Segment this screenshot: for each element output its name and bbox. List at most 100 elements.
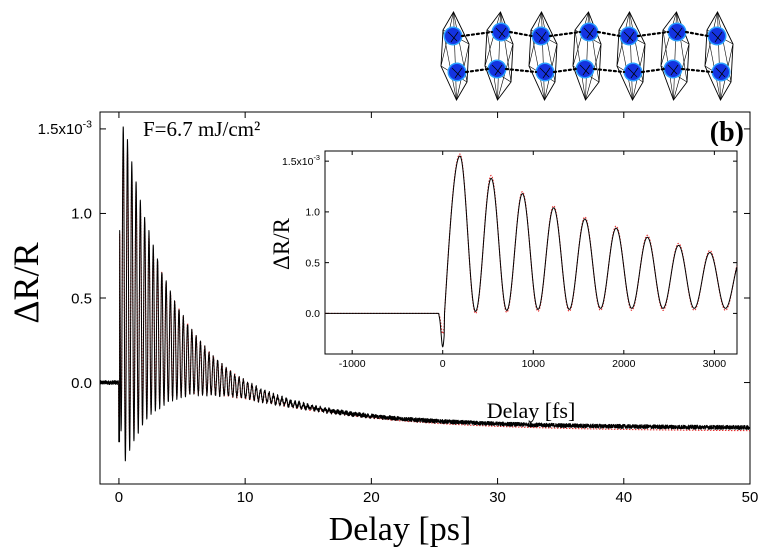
atom-bond-line bbox=[495, 27, 506, 38]
inset-y-tick-label: 1.5x10-3 bbox=[282, 153, 320, 168]
main-series-data-line bbox=[99, 126, 751, 462]
inset-series bbox=[324, 153, 738, 348]
main-y-tick-label: 1.0 bbox=[71, 206, 92, 223]
main-y-axis-label: ΔR/R bbox=[6, 242, 46, 323]
atom-bond-line bbox=[674, 27, 683, 39]
atom-bond-line bbox=[715, 67, 726, 78]
main-x-tick-label: 20 bbox=[363, 489, 380, 506]
inset-y-exponent: -3 bbox=[313, 153, 320, 162]
atom bbox=[489, 61, 505, 77]
octahedron-edge bbox=[530, 29, 545, 101]
atom bbox=[665, 61, 681, 77]
atom-bond-line bbox=[450, 31, 459, 43]
atom bbox=[709, 28, 725, 44]
inset-y-tick-label: 1.0 bbox=[305, 207, 320, 219]
interchain-bond bbox=[592, 67, 626, 74]
main-plot: 0 10 20 30 40 50 0.0 0.5 1.0 1.5x10-3 F=6.7 mJ/cm… bbox=[6, 111, 758, 548]
inset-series-data-line bbox=[324, 155, 738, 348]
atom-bond-line bbox=[670, 64, 679, 76]
inset-x-tick-label: 2000 bbox=[612, 358, 636, 370]
crystal-structure-diagram bbox=[440, 11, 734, 101]
atom-bond-line bbox=[671, 27, 682, 38]
main-ticks: 0 10 20 30 40 50 0.0 0.5 1.0 1.5x10-3 bbox=[38, 112, 758, 506]
inset-y-tick-label: 0.0 bbox=[305, 308, 320, 320]
inset-x-tick-label: -1000 bbox=[339, 358, 366, 370]
atom-bond-line bbox=[582, 64, 591, 76]
inset-y-axis-label: ΔR/R bbox=[269, 217, 294, 270]
interchain-bond bbox=[684, 30, 710, 38]
interchain-bond bbox=[464, 67, 490, 74]
fluence-annotation: F=6.7 mJ/cm² bbox=[143, 117, 260, 141]
inset-ticks: -1000 0 1000 2000 3000 0.0 0.5 1.0 1.5x10-3 bbox=[282, 151, 737, 370]
octahedron-edge bbox=[618, 29, 633, 101]
atom-bond-line bbox=[542, 67, 551, 79]
atom bbox=[493, 24, 509, 40]
main-x-tick-label: 40 bbox=[615, 489, 632, 506]
atom bbox=[713, 64, 729, 80]
octahedron-edge bbox=[484, 11, 501, 67]
atom-bond-line bbox=[498, 27, 507, 39]
interchain-bond bbox=[552, 67, 578, 74]
atom-bond-line bbox=[714, 31, 723, 43]
atom bbox=[625, 64, 641, 80]
main-x-tick-label: 30 bbox=[489, 489, 506, 506]
atom-bond-line bbox=[623, 31, 634, 42]
crystal-unit-cell bbox=[704, 11, 734, 101]
atom bbox=[581, 24, 597, 40]
atom-bond-line bbox=[454, 67, 463, 79]
octahedron-edge bbox=[572, 11, 589, 67]
atom bbox=[621, 28, 637, 44]
crystal-unit-cell bbox=[528, 11, 558, 101]
interchain-bond bbox=[640, 67, 666, 74]
atom-bond-line bbox=[667, 64, 678, 75]
inset-y-tick-label: 0.5 bbox=[305, 257, 320, 269]
main-y-tick-label: 0.0 bbox=[71, 375, 92, 392]
crystal-unit-cell bbox=[660, 11, 690, 101]
atom-bond-line bbox=[586, 27, 595, 39]
crystal-unit-cell bbox=[572, 11, 602, 101]
inset-x-tick-label: 1000 bbox=[522, 358, 546, 370]
atom-bond-line bbox=[535, 31, 546, 42]
main-y-exponent: -3 bbox=[83, 118, 92, 130]
interchain-bond bbox=[596, 30, 622, 38]
crystal-unit-cell bbox=[440, 11, 470, 101]
interchain-bond bbox=[636, 30, 670, 38]
atom bbox=[449, 64, 465, 80]
atom-bond-line bbox=[538, 31, 547, 43]
inset-x-tick-label: 3000 bbox=[703, 358, 727, 370]
atom bbox=[669, 24, 685, 40]
inset-background bbox=[318, 146, 738, 358]
atom-bond-line bbox=[494, 64, 503, 76]
atom-bond-line bbox=[491, 64, 502, 75]
inset-x-tick-label: 0 bbox=[440, 358, 446, 370]
interchain-bond bbox=[548, 30, 582, 38]
atom-bond-line bbox=[627, 67, 638, 78]
panel-label: (b) bbox=[710, 117, 744, 148]
octahedron-edge bbox=[660, 11, 677, 67]
main-x-axis-label: Delay [ps] bbox=[329, 511, 472, 548]
atom-bond-line bbox=[626, 31, 635, 43]
atom-bond-line bbox=[630, 67, 639, 79]
atom bbox=[445, 28, 461, 44]
atom-bond-line bbox=[579, 64, 590, 75]
atom-bond-line bbox=[711, 31, 722, 42]
atom bbox=[537, 64, 553, 80]
atom-bond-line bbox=[539, 67, 550, 78]
main-x-tick-label: 10 bbox=[237, 489, 254, 506]
atom-bond-line bbox=[451, 67, 462, 78]
octahedron-edge bbox=[442, 29, 457, 101]
inset-plot-frame bbox=[324, 150, 738, 355]
interchain-bond bbox=[508, 30, 534, 38]
atom bbox=[533, 28, 549, 44]
crystal-unit-cell bbox=[484, 11, 514, 101]
main-y-tick-label: 0.5 bbox=[71, 290, 92, 307]
main-series bbox=[99, 126, 751, 462]
interchain-bond bbox=[460, 30, 494, 38]
interchain-bond bbox=[504, 67, 538, 74]
interchain-bond bbox=[680, 67, 714, 74]
inset-plot: -1000 0 1000 2000 3000 0.0 0.5 1.0 1.5x10-3 Dela… bbox=[269, 146, 738, 423]
octahedron-edge bbox=[706, 29, 721, 101]
crystal-unit-cell bbox=[616, 11, 646, 101]
atom-bond-line bbox=[583, 27, 594, 38]
